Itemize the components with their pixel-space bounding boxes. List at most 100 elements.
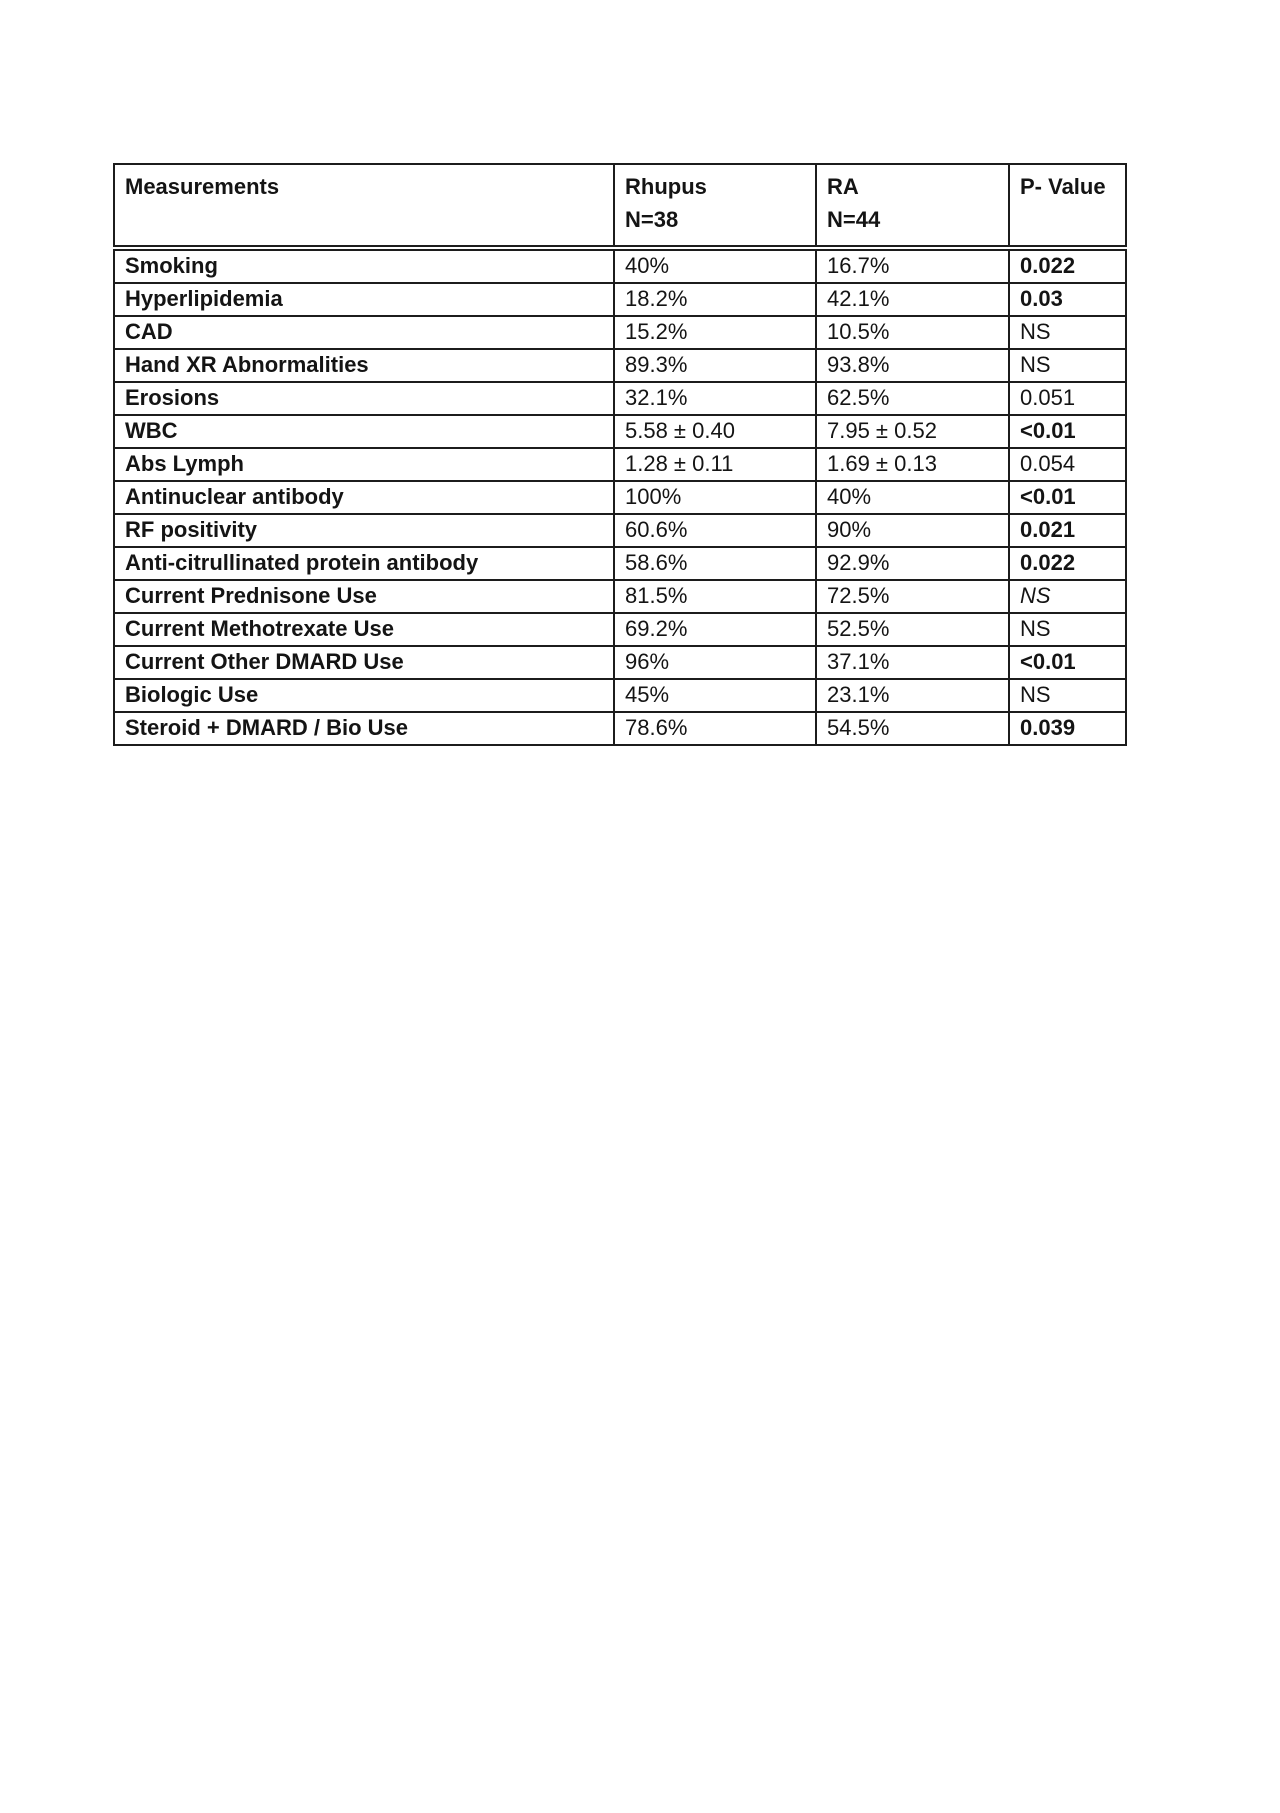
table-row: Hand XR Abnormalities 89.3% 93.8% NS bbox=[113, 348, 1127, 383]
table-row: Abs Lymph 1.28 ± 0.11 1.69 ± 0.13 0.054 bbox=[113, 447, 1127, 482]
ra-value-cell: 62.5% bbox=[815, 381, 1010, 416]
table-row: Steroid + DMARD / Bio Use 78.6% 54.5% 0.… bbox=[113, 711, 1127, 746]
rhupus-value-cell: 100% bbox=[613, 480, 817, 515]
comparison-table: Measurements Rhupus N=38 RA N=44 P- Valu… bbox=[113, 163, 1127, 746]
rhupus-value-cell: 81.5% bbox=[613, 579, 817, 614]
measurement-label-cell: Hand XR Abnormalities bbox=[113, 348, 615, 383]
column-header-label: P- Value bbox=[1020, 174, 1106, 199]
ra-value-cell: 23.1% bbox=[815, 678, 1010, 713]
table-row: Current Prednisone Use 81.5% 72.5% NS bbox=[113, 579, 1127, 614]
table-row: Current Methotrexate Use 69.2% 52.5% NS bbox=[113, 612, 1127, 647]
p-value: <0.01 bbox=[1020, 484, 1076, 510]
measurement-label-cell: Current Prednisone Use bbox=[113, 579, 615, 614]
p-value-cell: NS bbox=[1008, 579, 1127, 614]
ra-value-cell: 93.8% bbox=[815, 348, 1010, 383]
measurement-label-cell: Current Other DMARD Use bbox=[113, 645, 615, 680]
measurement-label-cell: Antinuclear antibody bbox=[113, 480, 615, 515]
measurement-label-cell: Anti-citrullinated protein antibody bbox=[113, 546, 615, 581]
column-header-label: Rhupus bbox=[625, 174, 707, 199]
measurement-label-cell: RF positivity bbox=[113, 513, 615, 548]
measurement-label-cell: Smoking bbox=[113, 247, 615, 284]
p-value-cell: 0.021 bbox=[1008, 513, 1127, 548]
p-value-cell: <0.01 bbox=[1008, 480, 1127, 515]
ra-value-cell: 90% bbox=[815, 513, 1010, 548]
p-value: 0.051 bbox=[1020, 385, 1076, 411]
table-row: WBC 5.58 ± 0.40 7.95 ± 0.52 <0.01 bbox=[113, 414, 1127, 449]
table-row: RF positivity 60.6% 90% 0.021 bbox=[113, 513, 1127, 548]
p-value: 0.022 bbox=[1020, 253, 1076, 279]
column-header-label: Measurements bbox=[125, 174, 280, 199]
p-value: NS bbox=[1020, 352, 1051, 378]
measurement-label-cell: Abs Lymph bbox=[113, 447, 615, 482]
p-value: 0.022 bbox=[1020, 550, 1076, 576]
column-header-measurements: Measurements bbox=[113, 163, 615, 251]
column-header-p-value: P- Value bbox=[1008, 163, 1127, 251]
p-value-cell: <0.01 bbox=[1008, 414, 1127, 449]
ra-value-cell: 54.5% bbox=[815, 711, 1010, 746]
p-value: <0.01 bbox=[1020, 649, 1076, 675]
ra-value-cell: 16.7% bbox=[815, 247, 1010, 284]
p-value-cell: 0.039 bbox=[1008, 711, 1127, 746]
rhupus-value-cell: 18.2% bbox=[613, 282, 817, 317]
p-value: <0.01 bbox=[1020, 418, 1076, 444]
p-value-cell: NS bbox=[1008, 348, 1127, 383]
rhupus-value-cell: 89.3% bbox=[613, 348, 817, 383]
p-value: NS bbox=[1020, 319, 1051, 345]
ra-value-cell: 7.95 ± 0.52 bbox=[815, 414, 1010, 449]
rhupus-value-cell: 32.1% bbox=[613, 381, 817, 416]
rhupus-value-cell: 60.6% bbox=[613, 513, 817, 548]
column-header-ra: RA N=44 bbox=[815, 163, 1010, 251]
measurement-label-cell: CAD bbox=[113, 315, 615, 350]
table-row: Hyperlipidemia 18.2% 42.1% 0.03 bbox=[113, 282, 1127, 317]
rhupus-value-cell: 69.2% bbox=[613, 612, 817, 647]
rhupus-value-cell: 40% bbox=[613, 247, 817, 284]
p-value-cell: 0.022 bbox=[1008, 546, 1127, 581]
rhupus-value-cell: 45% bbox=[613, 678, 817, 713]
p-value: 0.03 bbox=[1020, 286, 1063, 312]
table-row: Antinuclear antibody 100% 40% <0.01 bbox=[113, 480, 1127, 515]
p-value-cell: 0.051 bbox=[1008, 381, 1127, 416]
rhupus-value-cell: 15.2% bbox=[613, 315, 817, 350]
p-value-cell: NS bbox=[1008, 678, 1127, 713]
table-row: Current Other DMARD Use 96% 37.1% <0.01 bbox=[113, 645, 1127, 680]
ra-value-cell: 37.1% bbox=[815, 645, 1010, 680]
p-value: 0.039 bbox=[1020, 715, 1076, 741]
rhupus-value-cell: 96% bbox=[613, 645, 817, 680]
column-header-label: RA bbox=[827, 174, 859, 199]
table-row: Biologic Use 45% 23.1% NS bbox=[113, 678, 1127, 713]
measurement-label-cell: Erosions bbox=[113, 381, 615, 416]
measurement-label-cell: Hyperlipidemia bbox=[113, 282, 615, 317]
rhupus-value-cell: 78.6% bbox=[613, 711, 817, 746]
ra-value-cell: 92.9% bbox=[815, 546, 1010, 581]
p-value-cell: <0.01 bbox=[1008, 645, 1127, 680]
p-value: NS bbox=[1020, 583, 1051, 609]
ra-value-cell: 1.69 ± 0.13 bbox=[815, 447, 1010, 482]
p-value-cell: NS bbox=[1008, 612, 1127, 647]
p-value-cell: 0.054 bbox=[1008, 447, 1127, 482]
rhupus-value-cell: 1.28 ± 0.11 bbox=[613, 447, 817, 482]
p-value-cell: NS bbox=[1008, 315, 1127, 350]
ra-value-cell: 10.5% bbox=[815, 315, 1010, 350]
table-row: Anti-citrullinated protein antibody 58.6… bbox=[113, 546, 1127, 581]
measurement-label-cell: Current Methotrexate Use bbox=[113, 612, 615, 647]
ra-value-cell: 40% bbox=[815, 480, 1010, 515]
table-row: Smoking 40% 16.7% 0.022 bbox=[113, 247, 1127, 284]
p-value: 0.021 bbox=[1020, 517, 1076, 543]
p-value-cell: 0.022 bbox=[1008, 247, 1127, 284]
p-value: NS bbox=[1020, 616, 1051, 642]
rhupus-value-cell: 58.6% bbox=[613, 546, 817, 581]
table-row: CAD 15.2% 10.5% NS bbox=[113, 315, 1127, 350]
rhupus-value-cell: 5.58 ± 0.40 bbox=[613, 414, 817, 449]
p-value: 0.054 bbox=[1020, 451, 1076, 477]
ra-value-cell: 72.5% bbox=[815, 579, 1010, 614]
p-value-cell: 0.03 bbox=[1008, 282, 1127, 317]
table-row: Erosions 32.1% 62.5% 0.051 bbox=[113, 381, 1127, 416]
ra-value-cell: 42.1% bbox=[815, 282, 1010, 317]
measurements-table: Measurements Rhupus N=38 RA N=44 P- Valu… bbox=[113, 163, 1127, 746]
measurement-label-cell: Biologic Use bbox=[113, 678, 615, 713]
ra-value-cell: 52.5% bbox=[815, 612, 1010, 647]
measurement-label-cell: WBC bbox=[113, 414, 615, 449]
table-header-row: Measurements Rhupus N=38 RA N=44 P- Valu… bbox=[113, 163, 1127, 251]
column-header-rhupus: Rhupus N=38 bbox=[613, 163, 817, 251]
p-value: NS bbox=[1020, 682, 1051, 708]
